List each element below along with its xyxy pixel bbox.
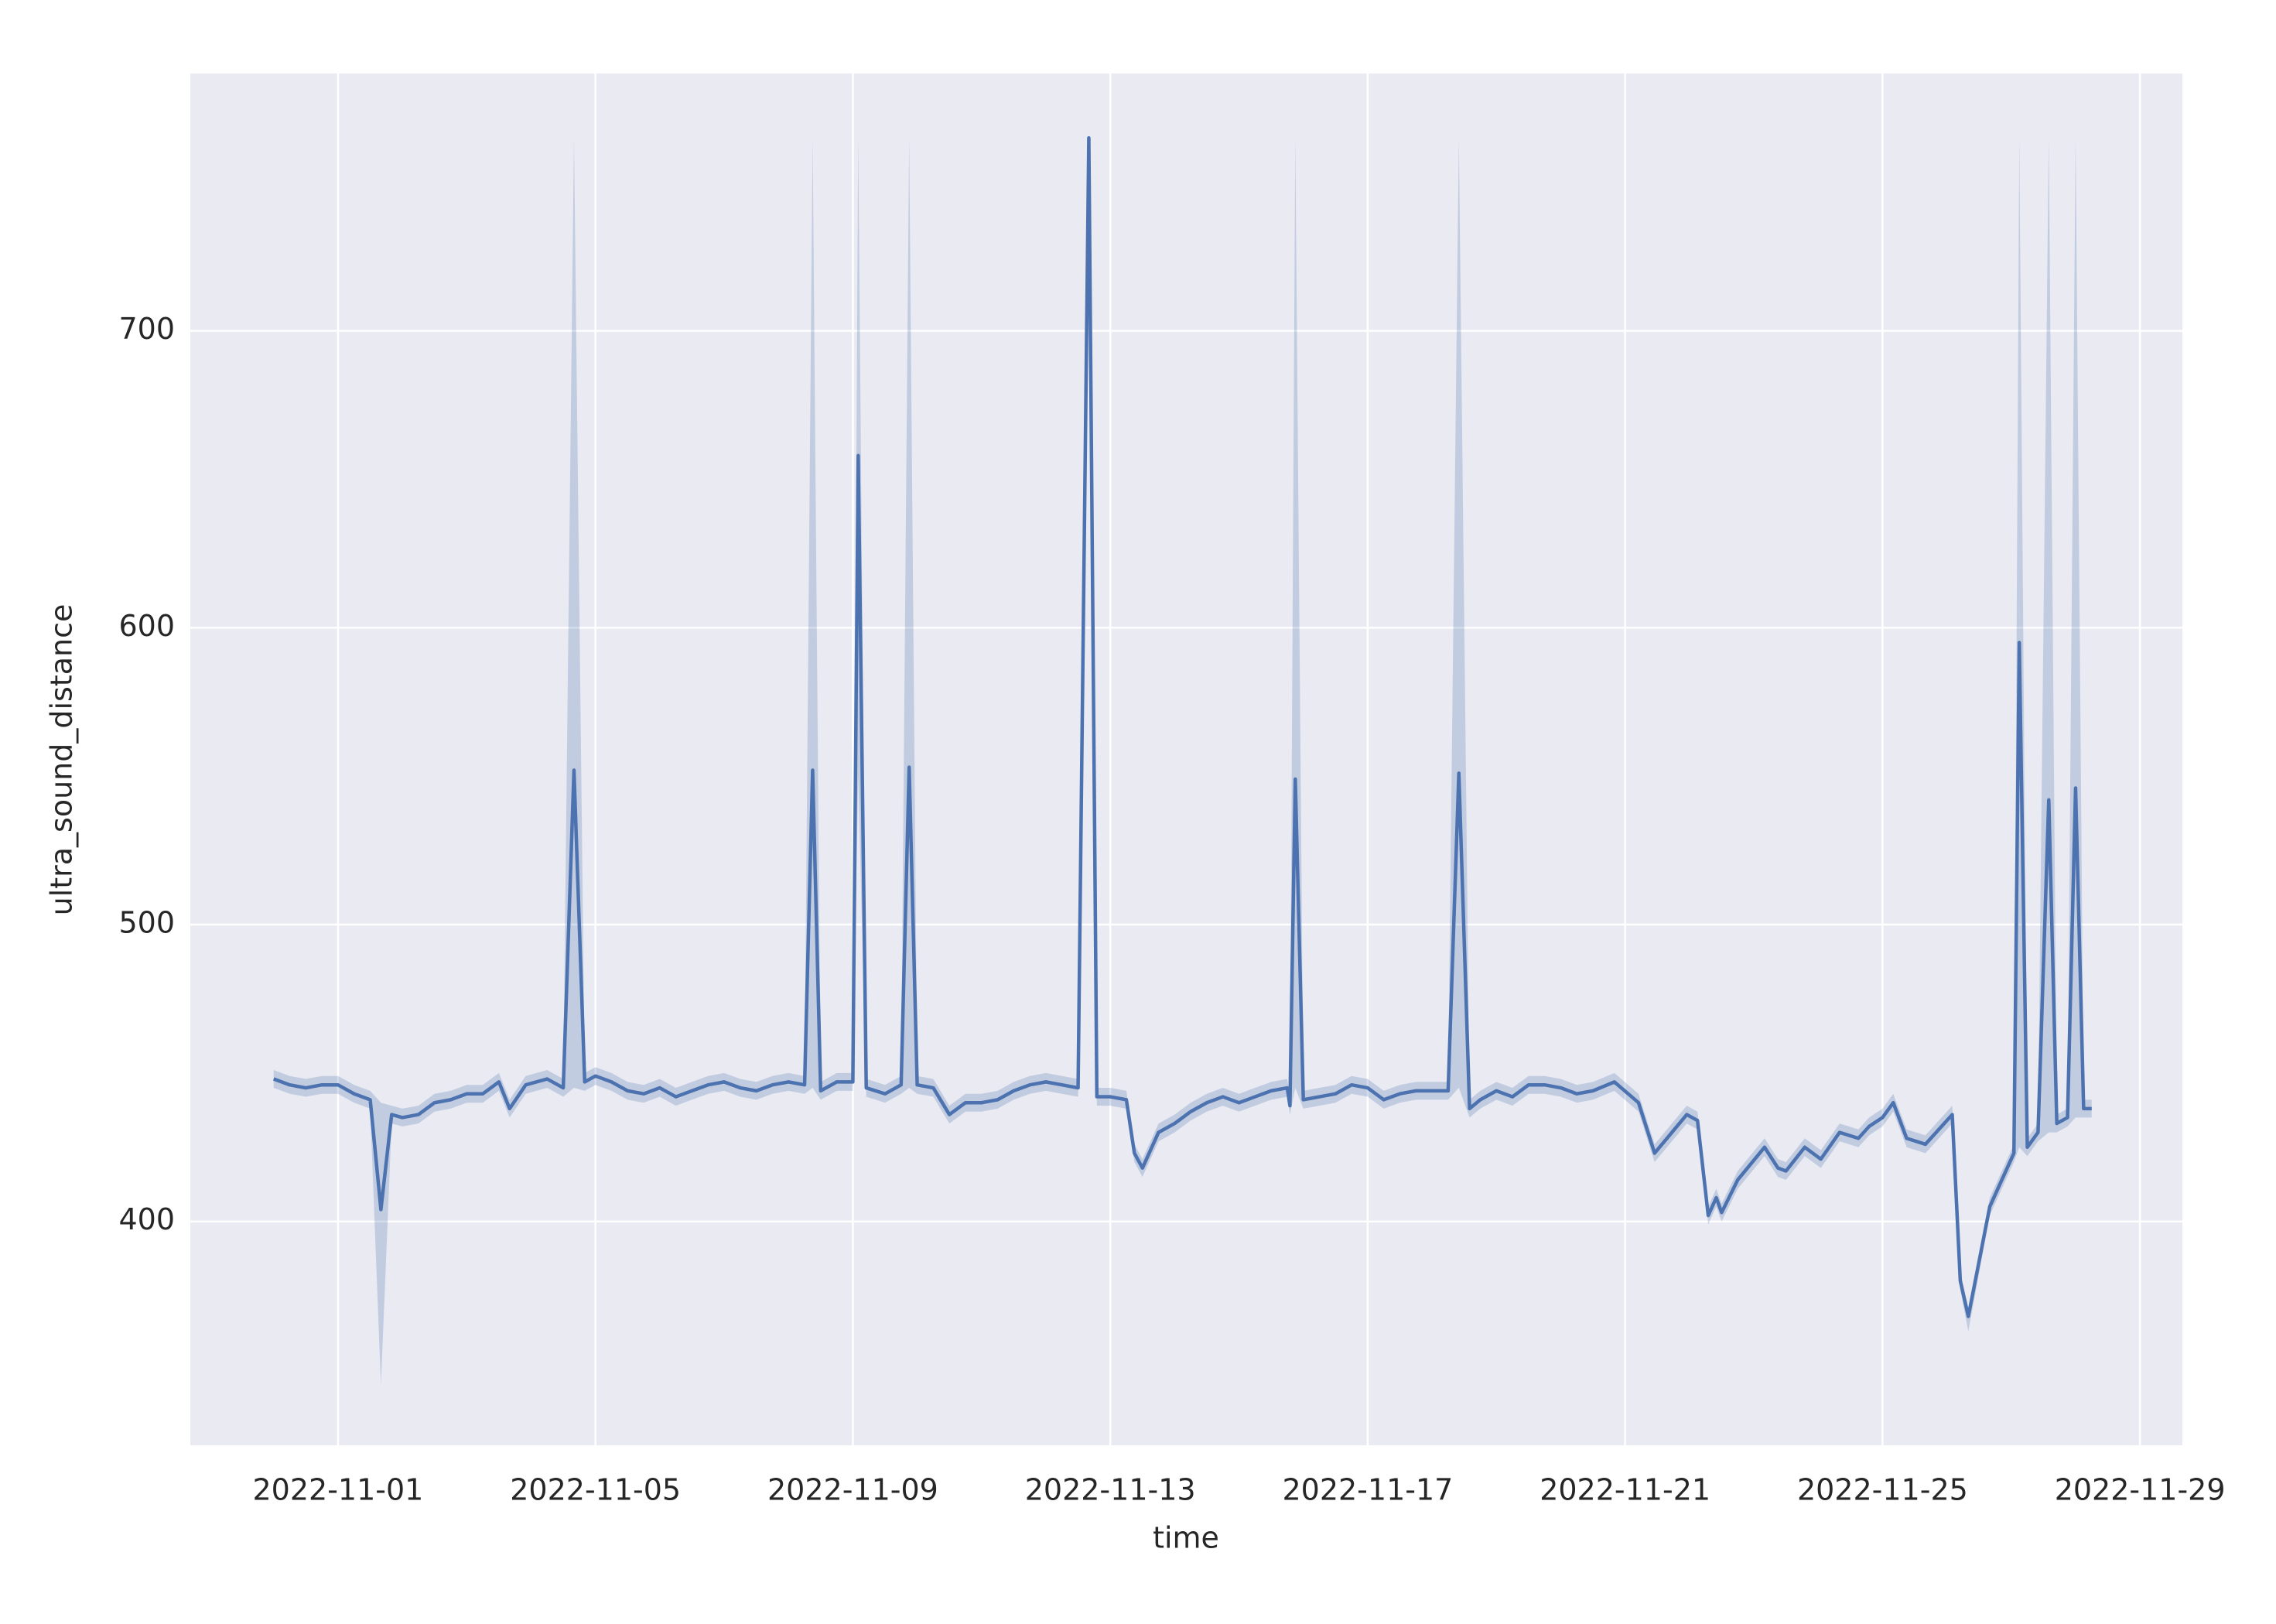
y-tick-label: 700 [118, 312, 175, 346]
grid [190, 74, 2182, 1445]
x-tick-label: 2022-11-09 [767, 1473, 938, 1507]
y-axis-label: ultra_sound_distance [45, 604, 79, 916]
y-tick-label: 600 [118, 609, 175, 643]
x-tick-label: 2022-11-25 [1797, 1473, 1968, 1507]
x-tick-label: 2022-11-05 [510, 1473, 681, 1507]
marks [272, 136, 2092, 1385]
x-tick-label: 2022-11-21 [1540, 1473, 1710, 1507]
y-tick-label: 500 [118, 906, 175, 940]
x-tick-label: 2022-11-29 [2055, 1473, 2226, 1507]
x-tick-label: 2022-11-13 [1025, 1473, 1196, 1507]
y-tick-label: 400 [118, 1202, 175, 1236]
x-axis-label: time [1153, 1521, 1219, 1555]
plot-background [190, 74, 2182, 1445]
x-tick-label: 2022-11-17 [1282, 1473, 1453, 1507]
x-tick-label: 2022-11-01 [253, 1473, 424, 1507]
line [272, 136, 2092, 1318]
